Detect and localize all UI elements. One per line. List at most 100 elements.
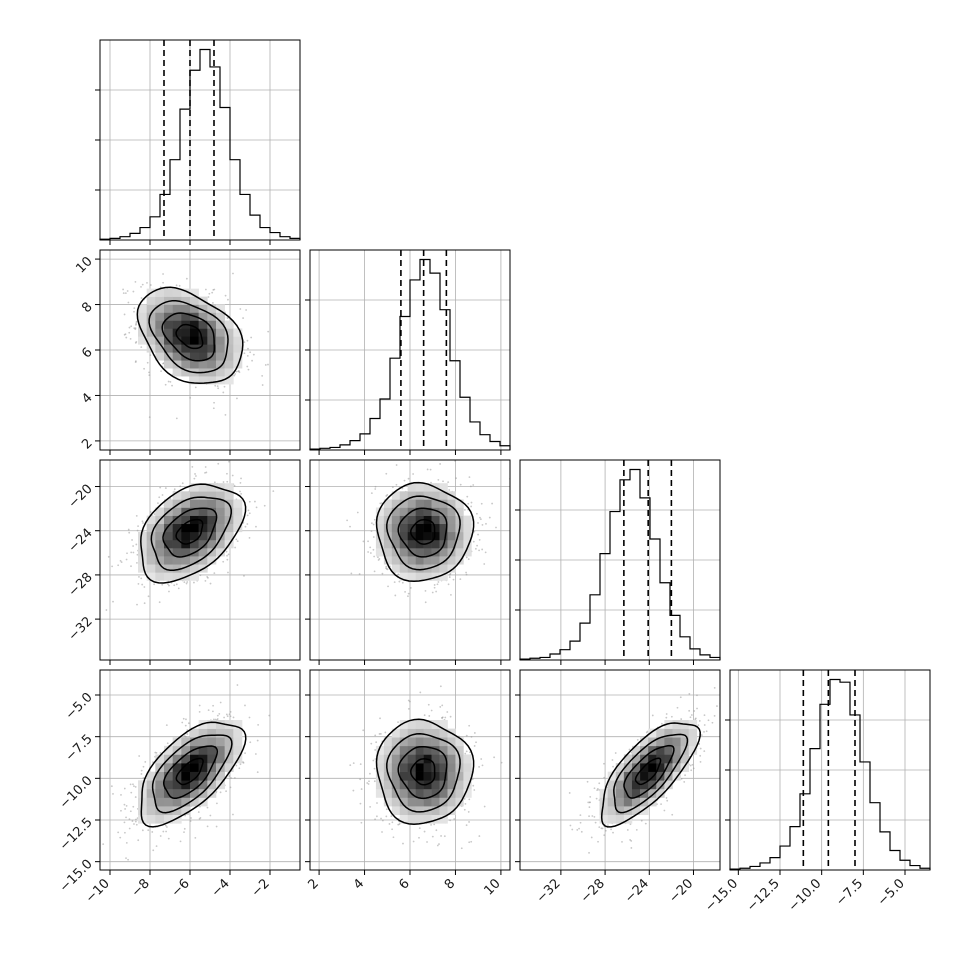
density-cell xyxy=(198,312,208,321)
density-cell xyxy=(216,720,225,729)
histogram-panel-3 xyxy=(725,669,931,871)
contours xyxy=(600,722,701,828)
sample-point xyxy=(470,501,473,504)
sample-point xyxy=(194,836,197,839)
density-cell xyxy=(207,720,217,729)
sample-point xyxy=(688,709,691,712)
density-cell xyxy=(375,780,385,790)
sample-point xyxy=(446,711,449,713)
sample-point xyxy=(645,731,648,734)
density-cell xyxy=(198,328,208,337)
sample-point xyxy=(239,481,242,484)
density-cell xyxy=(224,523,234,533)
density-cell xyxy=(648,797,657,807)
density-cell xyxy=(172,788,182,798)
sample-point xyxy=(153,513,156,515)
sample-point xyxy=(379,502,382,505)
sample-point xyxy=(267,330,270,333)
sample-point xyxy=(360,821,363,824)
density-cell xyxy=(439,507,448,516)
sample-point xyxy=(140,769,143,772)
sample-point xyxy=(588,806,591,809)
sample-point xyxy=(130,791,133,794)
density-cell xyxy=(455,788,464,798)
sample-point xyxy=(238,767,241,770)
sample-point xyxy=(369,552,372,554)
density-cell xyxy=(415,507,424,516)
density-cell xyxy=(439,788,448,798)
density-cell xyxy=(155,312,165,321)
density-cell xyxy=(198,539,208,549)
x-tick-label: −6 xyxy=(169,876,193,900)
sample-point xyxy=(213,481,216,484)
density-cell xyxy=(672,754,681,764)
sample-point xyxy=(472,784,475,787)
sample-point xyxy=(123,333,126,336)
contours xyxy=(375,718,475,826)
density-cell xyxy=(172,780,182,790)
density-cell xyxy=(399,780,409,790)
density-cell xyxy=(146,336,156,345)
density-cell xyxy=(407,797,416,807)
sample-point xyxy=(175,417,178,420)
sample-point xyxy=(229,786,232,789)
density-cell xyxy=(439,763,448,772)
sample-point xyxy=(245,309,248,311)
y-tick-label: −32 xyxy=(66,614,96,644)
sample-point xyxy=(372,759,375,762)
sample-point xyxy=(401,581,404,584)
sample-point xyxy=(125,857,127,860)
sample-point xyxy=(194,386,197,389)
sample-point xyxy=(183,581,186,584)
sample-point xyxy=(373,780,376,783)
density-cell xyxy=(207,531,217,541)
density-cell xyxy=(172,763,182,772)
sample-point xyxy=(431,591,434,594)
sample-point xyxy=(243,352,246,355)
sample-point xyxy=(235,370,238,373)
sample-point xyxy=(588,851,590,854)
sample-point xyxy=(207,709,210,711)
density-cell xyxy=(399,788,409,798)
density-cell xyxy=(207,491,217,500)
density-cell xyxy=(383,780,393,790)
density-cell xyxy=(631,754,641,764)
scatter-panel-1-0 xyxy=(99,249,301,451)
sample-point xyxy=(379,717,381,720)
density-cell xyxy=(216,728,225,738)
density-cell xyxy=(224,745,234,755)
density-cell xyxy=(155,814,165,824)
density-cell xyxy=(391,728,401,738)
density-cell xyxy=(415,745,424,755)
sample-point xyxy=(244,752,246,755)
sample-point xyxy=(606,824,609,827)
sample-point xyxy=(418,836,420,839)
density-cell xyxy=(233,336,243,345)
sample-point xyxy=(225,713,228,716)
density-cell xyxy=(198,360,208,369)
sample-point xyxy=(151,831,154,833)
sample-point xyxy=(593,816,596,818)
density-cell xyxy=(181,531,191,541)
density-cell xyxy=(447,806,456,816)
sample-point xyxy=(199,817,202,819)
sample-point xyxy=(436,844,439,847)
sample-point xyxy=(110,785,113,788)
sample-point xyxy=(671,813,674,816)
density-cell xyxy=(146,797,156,807)
sample-point xyxy=(204,288,207,291)
density-cell xyxy=(615,797,625,807)
sample-point xyxy=(387,585,389,588)
sample-point xyxy=(350,572,353,575)
sample-point xyxy=(264,364,267,366)
density-cell xyxy=(172,352,182,361)
density-cell xyxy=(146,515,156,525)
sample-point xyxy=(229,710,232,713)
sample-point xyxy=(391,828,394,831)
sample-point xyxy=(447,481,450,484)
sample-point xyxy=(128,331,131,334)
sample-point xyxy=(381,572,384,575)
density-cell xyxy=(207,771,217,781)
density-cell xyxy=(463,523,472,533)
